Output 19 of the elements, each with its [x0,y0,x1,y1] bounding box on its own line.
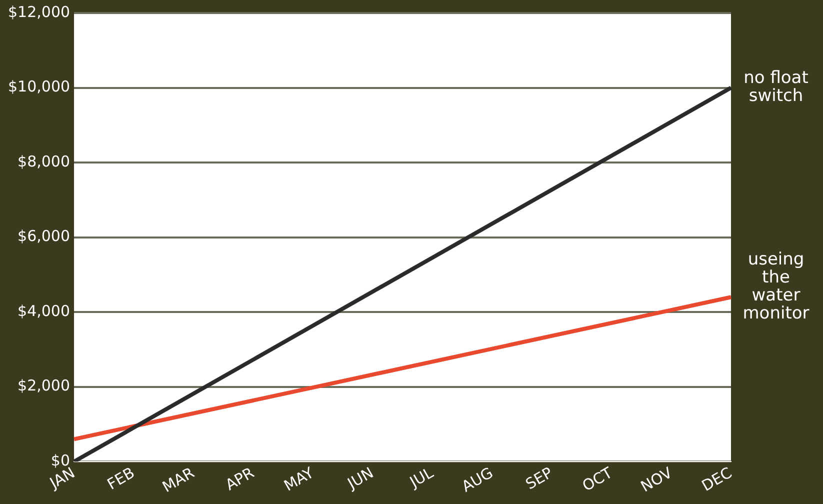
x-tick-label: JUN [344,464,377,494]
x-tick-label: MAR [159,464,198,496]
y-tick-label: $10,000 [8,78,70,96]
x-tick-label: JUL [406,463,437,492]
x-tick-label: MAY [280,463,318,495]
series-label: no float switch [744,68,809,106]
y-tick-label: $6,000 [18,227,70,246]
x-tick-label: NOV [638,463,676,496]
x-tick-label: OCT [579,463,616,495]
x-tick-label: SEP [522,464,556,494]
series-label: useing the water monitor [742,250,810,324]
x-tick-label: APR [222,464,258,494]
y-tick-label: $4,000 [18,302,70,320]
x-tick-label: FEB [104,464,138,494]
x-tick-label: AUG [458,464,496,496]
x-tick-label: DEC [698,464,735,495]
y-tick-label: $8,000 [18,152,70,170]
y-tick-label: $2,000 [18,376,70,395]
y-tick-label: $12,000 [8,2,70,21]
